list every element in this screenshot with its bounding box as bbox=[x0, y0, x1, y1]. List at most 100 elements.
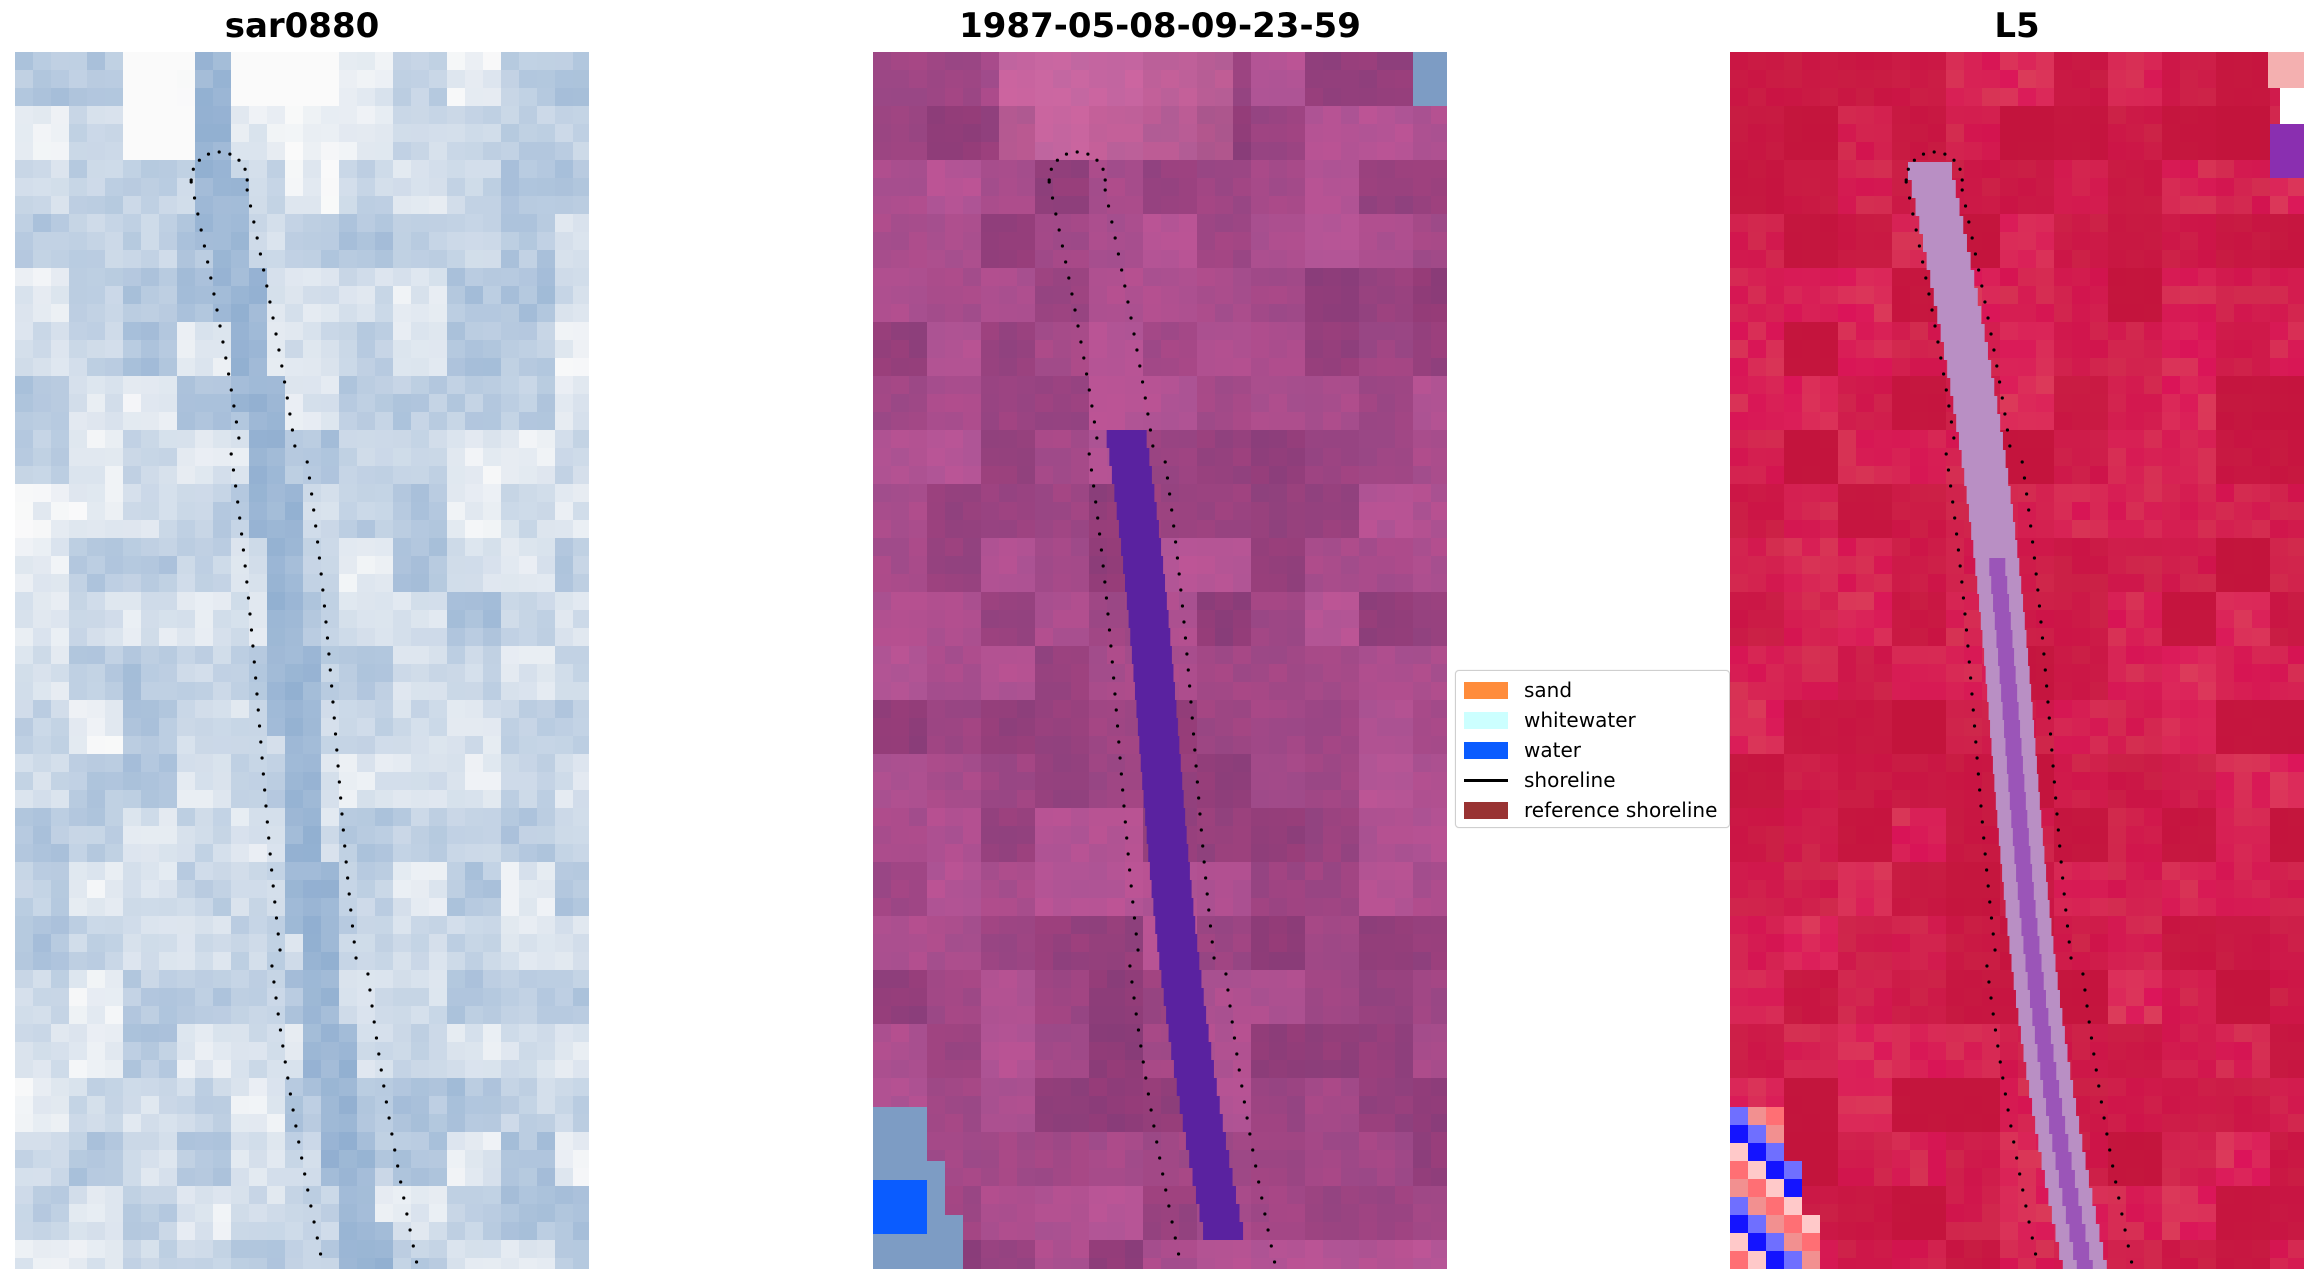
rgb-pixel bbox=[15, 736, 33, 754]
rgb-pixel bbox=[447, 1222, 465, 1240]
classified-pixel bbox=[1431, 196, 1447, 214]
classified-pixel bbox=[1017, 718, 1035, 736]
classified-pixel bbox=[1017, 898, 1035, 916]
rgb-pixel bbox=[87, 1168, 105, 1186]
index-pixel bbox=[2126, 52, 2144, 70]
classified-pixel bbox=[873, 160, 891, 178]
classified-pixel bbox=[1053, 52, 1071, 70]
classified-pixel bbox=[1053, 286, 1071, 304]
index-pixel bbox=[1730, 196, 1748, 214]
rgb-pixel bbox=[537, 178, 555, 196]
rgb-pixel bbox=[501, 1186, 519, 1204]
index-pixel bbox=[1784, 124, 1802, 142]
rgb-pixel bbox=[375, 268, 393, 286]
rgb-pixel bbox=[69, 898, 87, 916]
rgb-pixel bbox=[177, 430, 195, 448]
classified-pixel bbox=[1071, 376, 1089, 394]
index-pixel bbox=[2036, 142, 2054, 160]
rgb-pixel bbox=[303, 358, 321, 376]
rgb-pixel bbox=[123, 1006, 141, 1024]
classified-pixel bbox=[1233, 772, 1251, 790]
classified-pixel bbox=[999, 484, 1017, 502]
classified-pixel bbox=[927, 160, 945, 178]
classified-pixel bbox=[1305, 1186, 1323, 1204]
classified-pixel bbox=[981, 250, 999, 268]
classified-pixel bbox=[1035, 1240, 1053, 1258]
classified-pixel bbox=[999, 322, 1017, 340]
rgb-pixel bbox=[123, 988, 141, 1006]
classified-pixel bbox=[1125, 106, 1143, 124]
rgb-pixel bbox=[555, 304, 573, 322]
classified-pixel bbox=[1413, 394, 1431, 412]
index-pixel bbox=[1802, 142, 1820, 160]
classified-pixel bbox=[1179, 304, 1197, 322]
shoreline-dot bbox=[1164, 1188, 1168, 1192]
rgb-pixel bbox=[33, 970, 51, 988]
shoreline-dot bbox=[265, 284, 269, 288]
shoreline-dot bbox=[229, 388, 233, 392]
index-pixel bbox=[2288, 178, 2304, 196]
classified-pixel bbox=[1017, 844, 1035, 862]
rgb-pixel bbox=[573, 754, 589, 772]
classified-pixel bbox=[927, 196, 945, 214]
rgb-pixel bbox=[393, 718, 411, 736]
classified-pixel bbox=[981, 340, 999, 358]
rgb-pixel bbox=[33, 520, 51, 538]
classified-pixel bbox=[873, 1060, 891, 1078]
rgb-pixel bbox=[375, 340, 393, 358]
classified-pixel bbox=[1017, 1258, 1035, 1269]
classified-pixel bbox=[1395, 520, 1413, 538]
rgb-pixel bbox=[339, 268, 357, 286]
shoreline-dot bbox=[346, 876, 350, 880]
classified-pixel bbox=[945, 970, 963, 988]
classified-pixel bbox=[1197, 880, 1215, 898]
rgb-pixel bbox=[15, 286, 33, 304]
rgb-pixel bbox=[231, 286, 249, 304]
classified-pixel bbox=[1089, 466, 1107, 484]
classified-pixel bbox=[1017, 556, 1035, 574]
classified-pixel bbox=[1431, 160, 1447, 178]
shallow-pixel bbox=[927, 1161, 945, 1179]
rgb-pixel bbox=[105, 916, 123, 934]
index-pixel bbox=[2000, 70, 2018, 88]
classified-pixel bbox=[1197, 52, 1215, 70]
classified-pixel bbox=[1305, 592, 1323, 610]
classified-pixel bbox=[1197, 844, 1215, 862]
classified-pixel bbox=[1035, 88, 1053, 106]
rgb-pixel bbox=[357, 880, 375, 898]
rgb-pixel bbox=[51, 808, 69, 826]
rgb-pixel bbox=[69, 556, 87, 574]
rgb-pixel bbox=[105, 880, 123, 898]
rgb-pixel bbox=[105, 1132, 123, 1150]
index-pixel bbox=[2054, 106, 2072, 124]
classified-pixel bbox=[1197, 736, 1215, 754]
index-pixel bbox=[1766, 142, 1784, 160]
rgb-pixel bbox=[303, 412, 321, 430]
rgb-pixel bbox=[69, 790, 87, 808]
rgb-pixel bbox=[159, 736, 177, 754]
rgb-pixel bbox=[339, 718, 357, 736]
rgb-pixel bbox=[339, 826, 357, 844]
rgb-pixel bbox=[33, 898, 51, 916]
shoreline-dot bbox=[1140, 380, 1145, 384]
rgb-pixel bbox=[51, 286, 69, 304]
rgb-pixel bbox=[231, 304, 249, 322]
classified-pixel bbox=[963, 358, 981, 376]
rgb-pixel bbox=[393, 556, 411, 574]
classified-pixel bbox=[1323, 160, 1341, 178]
rgb-pixel bbox=[267, 1078, 285, 1096]
classified-pixel bbox=[1071, 160, 1089, 178]
classified-pixel bbox=[1071, 1078, 1089, 1096]
classified-pixel bbox=[945, 322, 963, 340]
classified-pixel bbox=[1125, 214, 1143, 232]
rgb-pixel bbox=[231, 502, 249, 520]
classified-pixel bbox=[1233, 862, 1251, 880]
rgb-pixel bbox=[321, 376, 339, 394]
classified-pixel bbox=[873, 1078, 891, 1096]
shoreline-dot bbox=[1118, 756, 1122, 760]
classified-pixel bbox=[1161, 52, 1179, 70]
rgb-pixel bbox=[231, 1024, 249, 1042]
classified-pixel bbox=[1215, 520, 1233, 538]
rgb-pixel bbox=[159, 952, 177, 970]
index-pixel bbox=[2090, 106, 2108, 124]
